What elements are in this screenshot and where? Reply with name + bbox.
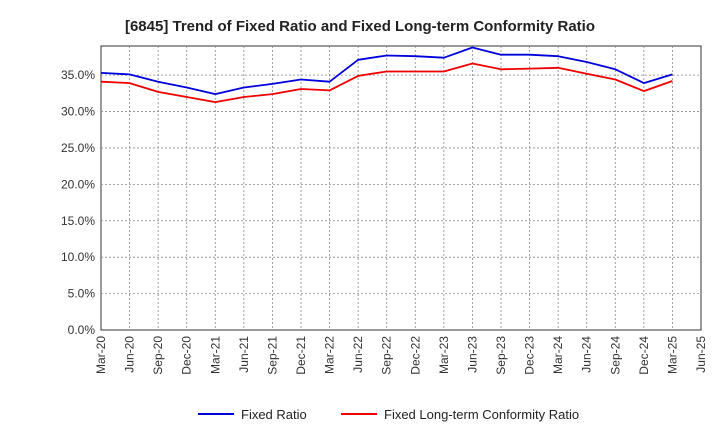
grid [101, 46, 701, 330]
legend-label-1: Fixed Ratio [241, 407, 307, 422]
x-tick-label: Dec-22 [408, 336, 422, 375]
y-tick-label: 30.0% [61, 105, 95, 119]
x-tick-label: Jun-23 [465, 336, 479, 373]
x-tick-label: Jun-21 [237, 336, 251, 373]
x-tick-label: Mar-24 [551, 336, 565, 374]
y-tick-label: 35.0% [61, 68, 95, 82]
x-tick-label: Sep-24 [608, 336, 622, 375]
x-tick-label: Mar-20 [94, 336, 108, 374]
series-lines [100, 46, 673, 103]
x-tick-label: Sep-23 [494, 336, 508, 375]
plot-area [100, 45, 702, 331]
y-tick-label: 25.0% [61, 141, 95, 155]
series-line-2 [100, 62, 673, 103]
x-axis-ticks: Mar-20 Jun-20 Sep-20 Dec-20 Mar-21 Jun-21 Sep-… [94, 336, 708, 375]
y-tick-label: 5.0% [68, 287, 96, 301]
y-tick-label: 15.0% [61, 214, 95, 228]
x-tick-label: Dec-23 [523, 336, 537, 375]
chart-title: [6845] Trend of Fixed Ratio and Fixed Lo… [125, 18, 595, 35]
y-axis-ticks: 0.0% 5.0% 10.0% 15.0% 20.0% 25.0% 30.0% 35.0% [61, 68, 95, 337]
x-tick-label: Mar-25 [665, 336, 679, 374]
x-tick-label: Dec-20 [180, 336, 194, 375]
x-tick-label: Sep-22 [380, 336, 394, 375]
legend-label-2: Fixed Long-term Conformity Ratio [384, 407, 579, 422]
y-tick-label: 10.0% [61, 250, 95, 264]
x-tick-label: Jun-24 [580, 336, 594, 373]
x-tick-label: Dec-21 [294, 336, 308, 375]
x-tick-label: Sep-21 [265, 336, 279, 375]
y-tick-label: 0.0% [68, 323, 96, 337]
x-tick-label: Jun-22 [351, 336, 365, 373]
y-tick-label: 20.0% [61, 177, 95, 191]
x-tick-label: Dec-24 [637, 336, 651, 375]
x-tick-label: Mar-21 [208, 336, 222, 374]
x-tick-label: Mar-22 [323, 336, 337, 374]
x-tick-label: Sep-20 [151, 336, 165, 375]
series-line-1 [100, 46, 673, 95]
x-tick-label: Jun-25 [694, 336, 708, 373]
x-tick-label: Mar-23 [437, 336, 451, 374]
legend: Fixed Ratio Fixed Long-term Conformity Ra… [198, 407, 579, 422]
x-tick-label: Jun-20 [123, 336, 137, 373]
